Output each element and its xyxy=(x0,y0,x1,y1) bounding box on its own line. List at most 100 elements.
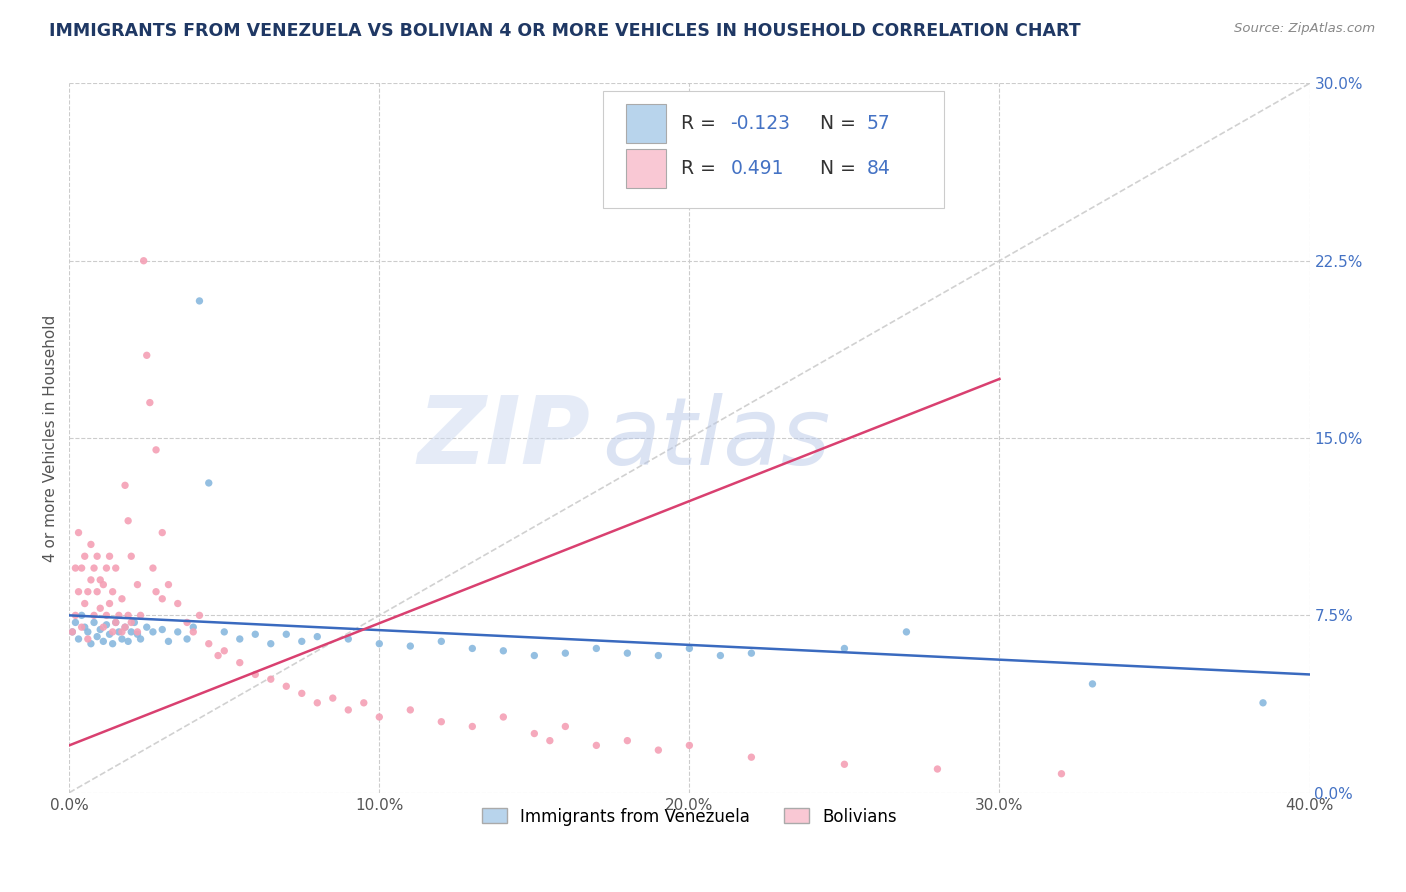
Point xyxy=(245,627,267,641)
Point xyxy=(150,525,173,540)
Point xyxy=(108,624,131,639)
Point xyxy=(927,762,949,776)
Point xyxy=(98,597,121,611)
Point xyxy=(65,608,87,623)
Text: 0.491: 0.491 xyxy=(730,159,783,178)
Point xyxy=(647,648,669,663)
Point xyxy=(214,644,236,658)
Point xyxy=(207,648,229,663)
FancyBboxPatch shape xyxy=(603,90,943,208)
Point xyxy=(307,630,329,644)
Point xyxy=(91,634,114,648)
Point xyxy=(98,627,121,641)
Point xyxy=(127,624,149,639)
Point xyxy=(96,617,118,632)
Point xyxy=(337,632,360,646)
Point xyxy=(538,733,561,747)
Point xyxy=(83,561,105,575)
Text: R =: R = xyxy=(681,114,721,134)
Point xyxy=(585,739,607,753)
Point xyxy=(104,615,127,630)
Point xyxy=(616,646,638,660)
Point xyxy=(132,253,155,268)
Point xyxy=(307,696,329,710)
Point xyxy=(523,648,546,663)
Point xyxy=(108,608,131,623)
Point xyxy=(166,597,188,611)
Point xyxy=(89,623,111,637)
Point xyxy=(96,561,118,575)
Point xyxy=(145,584,167,599)
Point xyxy=(65,561,87,575)
Point xyxy=(276,627,298,641)
Point xyxy=(117,608,139,623)
Point xyxy=(229,632,252,646)
FancyBboxPatch shape xyxy=(626,104,666,144)
Point xyxy=(1081,677,1104,691)
Point xyxy=(83,608,105,623)
FancyBboxPatch shape xyxy=(626,149,666,188)
Point xyxy=(260,672,283,686)
Point xyxy=(145,442,167,457)
Point xyxy=(492,644,515,658)
Text: ZIP: ZIP xyxy=(418,392,591,484)
Point xyxy=(117,634,139,648)
Point xyxy=(139,395,162,409)
Point xyxy=(98,549,121,564)
Point xyxy=(129,608,152,623)
Point xyxy=(91,577,114,591)
Point xyxy=(142,624,165,639)
Point xyxy=(896,624,918,639)
Point xyxy=(197,475,219,490)
Point xyxy=(104,615,127,630)
Point xyxy=(430,714,453,729)
Point xyxy=(104,561,127,575)
Point xyxy=(176,632,198,646)
Text: R =: R = xyxy=(681,159,721,178)
Point xyxy=(70,561,93,575)
Point xyxy=(129,632,152,646)
Point xyxy=(150,623,173,637)
Point xyxy=(120,549,142,564)
Point xyxy=(740,750,762,764)
Point xyxy=(585,641,607,656)
Text: N =: N = xyxy=(820,159,862,178)
Point xyxy=(166,624,188,639)
Point xyxy=(76,584,98,599)
Point xyxy=(678,641,700,656)
Point xyxy=(86,630,108,644)
Point xyxy=(73,549,96,564)
Point xyxy=(291,634,314,648)
Point xyxy=(65,615,87,630)
Point xyxy=(214,624,236,639)
Point xyxy=(709,648,731,663)
Point xyxy=(188,293,211,308)
Point xyxy=(114,620,136,634)
Point xyxy=(96,608,118,623)
Point xyxy=(120,615,142,630)
Point xyxy=(176,615,198,630)
Point xyxy=(157,634,180,648)
Point xyxy=(291,686,314,700)
Point xyxy=(554,719,576,733)
Point xyxy=(523,726,546,740)
Point xyxy=(86,549,108,564)
Point xyxy=(89,573,111,587)
Point xyxy=(114,478,136,492)
Point xyxy=(101,584,124,599)
Legend: Immigrants from Venezuela, Bolivians: Immigrants from Venezuela, Bolivians xyxy=(474,799,905,834)
Point xyxy=(1050,766,1073,780)
Point xyxy=(76,624,98,639)
Point xyxy=(181,620,204,634)
Point xyxy=(73,620,96,634)
Point xyxy=(461,641,484,656)
Point xyxy=(260,637,283,651)
Point xyxy=(67,584,90,599)
Point xyxy=(60,624,83,639)
Point xyxy=(120,624,142,639)
Point xyxy=(368,710,391,724)
Text: IMMIGRANTS FROM VENEZUELA VS BOLIVIAN 4 OR MORE VEHICLES IN HOUSEHOLD CORRELATIO: IMMIGRANTS FROM VENEZUELA VS BOLIVIAN 4 … xyxy=(49,22,1081,40)
Point xyxy=(554,646,576,660)
Point xyxy=(111,624,134,639)
Point xyxy=(127,627,149,641)
